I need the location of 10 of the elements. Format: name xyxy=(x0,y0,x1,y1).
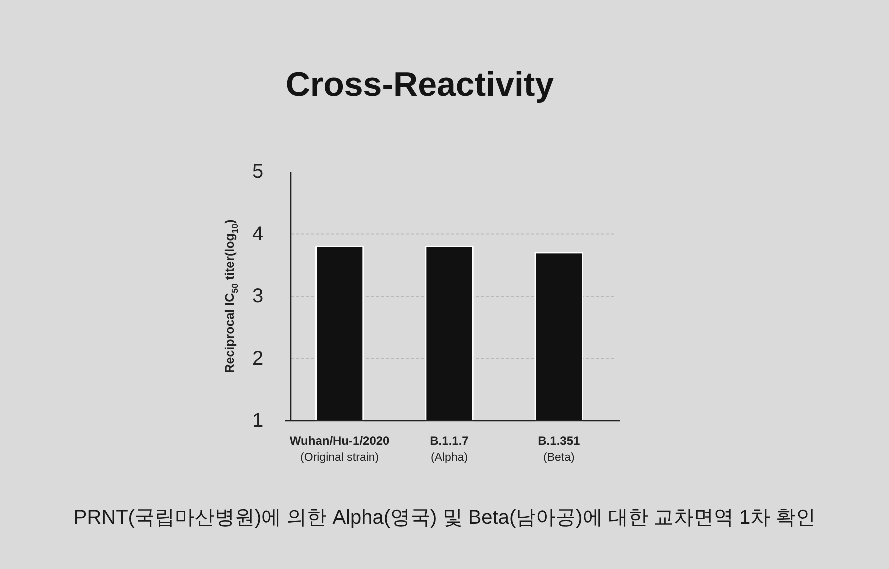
text: PRNT(국립마산병원)에 의한 Alpha(영국) 및 Beta(남아공)에 대한 교차면역 1차 확인 xyxy=(74,507,816,529)
y-tick-label: 4 xyxy=(252,223,264,246)
y-tick-label: 3 xyxy=(252,286,264,308)
chart-title: Cross-Reactivity xyxy=(286,66,554,104)
y-tick-label: 5 xyxy=(252,161,264,183)
y-tick-label: 2 xyxy=(252,348,264,370)
x-tick-label: B.1.1.7 (Alpha) xyxy=(430,434,470,464)
x-tick-label: Wuhan/Hu-1/2020 (Original strain) xyxy=(290,434,390,464)
y-tick-label: 1 xyxy=(252,410,264,432)
x-tick-label: B.1.351 (Beta) xyxy=(538,434,581,464)
